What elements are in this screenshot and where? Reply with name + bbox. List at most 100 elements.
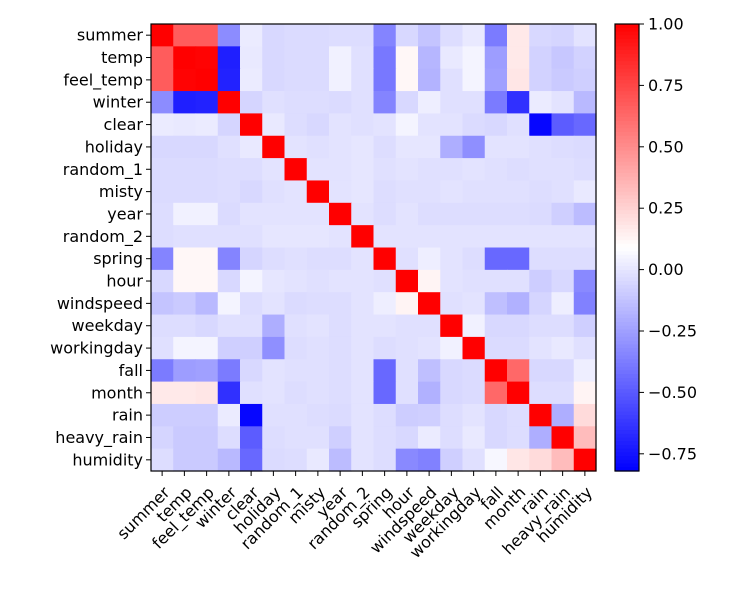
colorbar-segment [615,459,639,465]
heatmap-cell [195,269,219,293]
heatmap-cell [151,113,174,137]
colorbar-segment [615,213,639,219]
heatmap-cell [440,426,464,450]
heatmap-cell [173,336,197,360]
colorbar-segment [615,217,639,223]
heatmap-cell [440,91,464,114]
heatmap-cell [507,314,530,338]
heatmap-cell [418,158,441,182]
heatmap-cell [262,359,286,383]
heatmap-cell [262,448,286,472]
heatmap-cell [484,269,508,293]
y-tick-label: hour [106,272,143,291]
heatmap-cell [262,247,286,271]
heatmap-cell [462,46,486,70]
heatmap-cell [240,359,263,383]
heatmap-cell [507,202,530,226]
colorbar-tick-label: −0.50 [648,383,697,402]
colorbar-segment [615,225,639,230]
heatmap-cell [240,158,263,182]
colorbar-segment [615,120,639,126]
heatmap-cell [551,158,575,182]
colorbar-tick-label: 0.00 [648,260,684,279]
colorbar-segment [615,199,639,204]
heatmap-cell [351,180,375,204]
heatmap-cell [284,135,308,159]
heatmap-cell [306,381,330,405]
colorbar-segment [615,444,639,450]
heatmap-cell [395,113,419,137]
heatmap-cell [529,269,553,293]
colorbar-segment [615,344,639,349]
heatmap-cell [329,158,352,182]
colorbar-segment [615,273,639,278]
heatmap-cell [440,180,464,204]
heatmap-cell [373,269,397,293]
heatmap-cell [240,292,263,316]
heatmap-cell [173,359,197,383]
y-tick-label: workingday [50,339,143,358]
heatmap-cell [529,225,553,249]
heatmap-cell [462,158,486,182]
heatmap-cell [573,269,597,293]
heatmap-cell [351,381,375,405]
heatmap-cell [240,135,263,159]
heatmap-cell [306,46,330,70]
heatmap-cell [173,68,197,92]
heatmap-cell [306,403,330,427]
heatmap-cell [351,336,375,360]
colorbar-segment [615,448,639,453]
heatmap-cell [573,158,597,182]
colorbar-segment [615,318,639,323]
heatmap-cell [462,225,486,249]
heatmap-cell [173,448,197,472]
heatmap-cell [484,426,508,450]
heatmap-cell [551,68,575,92]
heatmap-cell [418,135,441,159]
colorbar-segment [615,221,639,226]
heatmap-cell [484,225,508,249]
heatmap-cell [195,247,219,271]
heatmap-cell [462,269,486,293]
heatmap-cell [284,269,308,293]
heatmap-cell [329,135,352,159]
heatmap-cell [418,91,441,114]
colorbar-segment [615,392,639,398]
heatmap-cell [573,135,597,159]
heatmap-cell [462,202,486,226]
heatmap-cell [284,381,308,405]
colorbar-tick-label: 0.25 [648,199,684,218]
y-tick-label: random_1 [63,160,143,180]
colorbar-segment [615,135,639,141]
heatmap-cell [217,46,241,70]
heatmap-cell [151,403,174,427]
heatmap-cell [484,113,508,137]
heatmap-cell [151,292,174,316]
colorbar-segment [615,35,639,40]
heatmap-cell [418,292,441,316]
heatmap-cell [440,359,464,383]
heatmap-cell [217,292,241,316]
colorbar-segment [615,57,639,62]
heatmap-cell [217,426,241,450]
heatmap-cell [306,24,330,47]
colorbar-segment [615,46,639,51]
heatmap-cell [240,426,263,450]
y-tick-label: month [91,383,143,402]
heatmap-cell [240,336,263,360]
heatmap-cell [462,113,486,137]
colorbar-segment [615,50,639,55]
heatmap-cell [217,202,241,226]
heatmap-cell [484,24,508,47]
heatmap-cell [395,202,419,226]
heatmap-cell [373,91,397,114]
heatmap-cell [351,91,375,114]
heatmap-cell [151,336,174,360]
heatmap-cell [440,135,464,159]
heatmap-cell [151,135,174,159]
heatmap-frame [150,23,597,472]
heatmap-cell [329,180,352,204]
heatmap-cell [240,68,263,92]
heatmap-cell [306,158,330,182]
colorbar-segment [615,374,639,379]
